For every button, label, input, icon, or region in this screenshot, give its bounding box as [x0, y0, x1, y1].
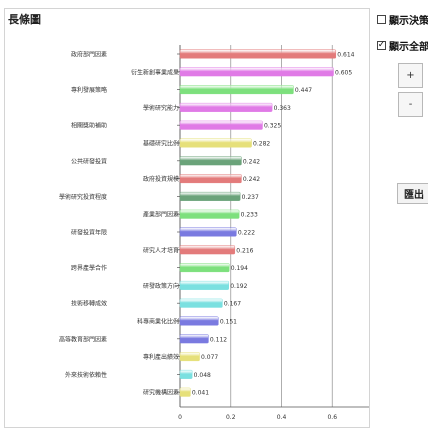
value-label: 0.112 — [210, 336, 227, 343]
category-label: 產業部門因素 — [143, 211, 179, 219]
x-tick-label: 0.6 — [327, 414, 337, 421]
value-label: 0.363 — [274, 105, 291, 112]
show-decision-label: 顯示決策 — [389, 16, 428, 27]
value-label: 0.222 — [238, 230, 255, 237]
bar — [179, 120, 263, 130]
panel-title: 長條圖 — [8, 13, 41, 26]
category-label: 研發投資年限 — [71, 229, 107, 237]
bar — [179, 369, 193, 379]
bar-chart: 00.20.40.60.8政府部門因素0.614衍生新創事業成果0.605專利發… — [59, 45, 369, 421]
x-tick-label: 0 — [178, 414, 182, 421]
value-label: 0.041 — [192, 390, 209, 397]
show-decision-checkbox[interactable]: 顯示決策 — [377, 12, 428, 27]
value-label: 0.077 — [201, 354, 218, 361]
zoom-out-button[interactable]: - — [398, 92, 423, 117]
zoom-in-button[interactable]: + — [398, 63, 423, 88]
value-label: 0.048 — [194, 372, 211, 379]
value-label: 0.447 — [295, 87, 312, 94]
chart-panel: 00.20.40.60.8政府部門因素0.614衍生新創事業成果0.605專利發… — [4, 8, 370, 428]
category-label: 基礎研究比例 — [143, 140, 179, 148]
show-decision-box[interactable] — [377, 15, 386, 24]
value-label: 0.194 — [231, 265, 248, 272]
show-all-checkbox[interactable]: ✓ 顯示全部 — [377, 38, 428, 53]
x-tick-label: 0.4 — [277, 414, 287, 421]
category-label: 專利產出績效 — [143, 353, 179, 361]
value-label: 0.237 — [242, 194, 259, 201]
export-button[interactable]: 匯出 — [397, 183, 428, 204]
show-all-box[interactable]: ✓ — [377, 40, 386, 50]
show-all-label: 顯示全部 — [389, 42, 428, 53]
bar — [179, 85, 294, 95]
bar — [179, 352, 200, 362]
category-label: 學術研究投資程度 — [59, 193, 107, 201]
x-tick-label: 0.2 — [226, 414, 236, 421]
category-label: 政府部門因素 — [71, 51, 107, 59]
category-label: 科專商業化比例 — [137, 318, 179, 326]
bar — [179, 191, 241, 201]
value-label: 0.282 — [253, 141, 270, 148]
value-label: 0.325 — [264, 123, 281, 130]
bar — [179, 245, 236, 255]
category-label: 衍生新創事業成果 — [131, 68, 179, 76]
category-label: 學術研究能力 — [143, 104, 179, 112]
category-label: 外來技術依賴性 — [65, 371, 107, 379]
category-label: 研發政策方向 — [143, 282, 179, 290]
category-label: 政府投資規模 — [143, 175, 179, 183]
bar — [179, 280, 229, 290]
bar — [179, 334, 209, 344]
bar — [179, 67, 334, 77]
value-label: 0.614 — [337, 52, 354, 59]
bar — [179, 174, 242, 184]
bar — [179, 102, 273, 112]
category-label: 技術移轉成效 — [71, 300, 107, 308]
value-label: 0.605 — [335, 69, 352, 76]
value-label: 0.151 — [220, 319, 237, 326]
bar — [179, 156, 242, 166]
value-label: 0.242 — [243, 158, 260, 165]
category-label: 研究人才培育 — [143, 246, 179, 254]
category-label: 相關獎助補助 — [71, 122, 107, 130]
bar — [179, 263, 230, 273]
bar — [179, 209, 240, 219]
bar — [179, 387, 191, 397]
bar — [179, 298, 223, 308]
value-label: 0.167 — [224, 301, 241, 308]
category-label: 跨界產學合作 — [71, 264, 107, 272]
bar — [179, 316, 219, 326]
category-label: 專利發展策略 — [71, 86, 107, 94]
value-label: 0.242 — [243, 176, 260, 183]
bar — [179, 49, 337, 59]
category-label: 公共研發投資 — [71, 157, 107, 165]
category-label: 高等教育部門因素 — [59, 335, 107, 343]
value-label: 0.233 — [241, 212, 258, 219]
category-label: 研究機構因素 — [143, 389, 179, 397]
value-label: 0.192 — [230, 283, 247, 290]
bar — [179, 138, 252, 148]
bar — [179, 227, 237, 237]
value-label: 0.216 — [236, 247, 253, 254]
